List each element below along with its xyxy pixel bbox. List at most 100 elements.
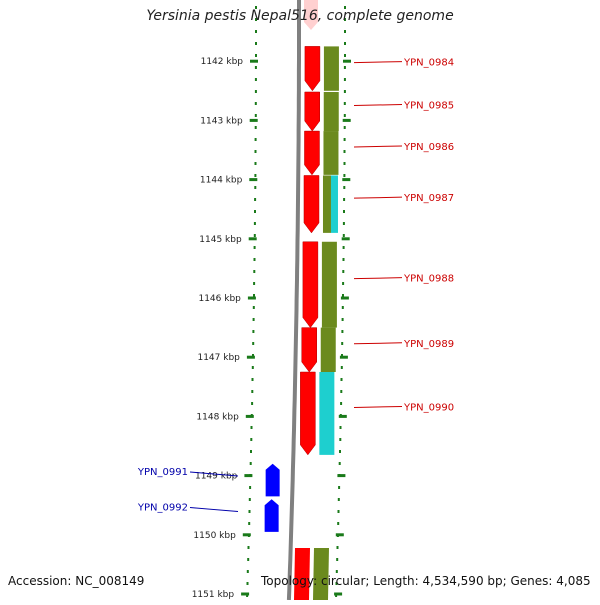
- ruler-dot-right: [341, 342, 344, 345]
- gene-label: YPN_0987: [403, 193, 454, 204]
- ruler-tick-right: [338, 414, 347, 418]
- ruler-dot-left: [254, 138, 257, 141]
- ruler-dot-right: [338, 486, 341, 489]
- ruler-dot-left: [253, 294, 255, 297]
- ruler-dot-left: [251, 366, 254, 369]
- ruler-dot-right: [342, 294, 344, 297]
- ruler-dot-left: [254, 66, 257, 69]
- cog-block: [330, 175, 338, 233]
- ruler-tick: [249, 178, 258, 182]
- ruler-dot-right: [339, 438, 342, 441]
- map-title: Yersinia pestis Nepal516, complete genom…: [146, 8, 454, 24]
- ruler-label: 1146 kbp: [198, 294, 241, 304]
- ruler-dot-right: [344, 54, 346, 57]
- ruler-dot-left: [255, 30, 257, 33]
- ruler-dot-left: [251, 378, 254, 381]
- ruler-dot-left: [248, 510, 251, 513]
- ruler-dot-right: [343, 78, 346, 81]
- ruler-dot-right: [342, 222, 345, 225]
- ruler-dot-right: [336, 546, 339, 549]
- ruler-dot-left: [255, 54, 257, 57]
- accession-label: Accession: NC_008149: [8, 574, 145, 588]
- ruler-dot-left: [247, 546, 250, 549]
- reverse-gene-arrow: [264, 499, 279, 532]
- ruler-dot-right: [343, 126, 346, 129]
- ruler-label: 1149 kbp: [195, 472, 238, 482]
- ruler-dot-left: [254, 78, 257, 81]
- ruler-dot-right: [342, 234, 345, 237]
- ruler-dot-right: [339, 450, 341, 453]
- gene-label: YPN_0984: [403, 58, 454, 69]
- cog-block: [319, 372, 335, 455]
- ruler-dot-right: [343, 102, 346, 105]
- ruler-dot-left: [253, 258, 256, 261]
- ruler-dot-left: [248, 498, 251, 501]
- ruler-tick-right: [335, 533, 344, 537]
- ruler-dot-right: [344, 6, 346, 9]
- ruler-dot-left: [254, 162, 257, 165]
- ruler-tick: [244, 474, 253, 478]
- ruler-tick: [246, 355, 255, 359]
- cog-block: [320, 327, 336, 372]
- ruler-label: 1145 kbp: [199, 235, 242, 245]
- ruler-dot-right: [343, 150, 346, 153]
- cog-block-partial: [313, 548, 329, 600]
- ruler-dot-right: [343, 138, 346, 141]
- ruler-dot-left: [253, 270, 256, 273]
- ruler-label: 1142 kbp: [201, 57, 244, 67]
- ruler-dot-right: [340, 402, 343, 405]
- ruler-dot-left: [254, 150, 257, 153]
- ruler-dot-right: [341, 306, 344, 309]
- gene-label: YPN_0988: [403, 274, 454, 285]
- ruler-dot-left: [253, 282, 256, 285]
- ruler-dot-left: [254, 186, 257, 189]
- ruler-dot-right: [341, 354, 343, 357]
- ruler-tick: [245, 414, 254, 418]
- ruler-dot-left: [249, 486, 252, 489]
- ruler-dot-right: [343, 210, 345, 213]
- ruler-tick: [248, 237, 257, 241]
- ruler-tick-right: [339, 355, 348, 359]
- ruler-dot-right: [343, 162, 346, 165]
- ruler-tick-right: [334, 592, 343, 596]
- ruler-dot-left: [253, 234, 256, 237]
- gene-leader: [189, 507, 239, 513]
- ruler-tick: [247, 296, 256, 300]
- ruler-dot-right: [344, 42, 346, 45]
- ruler-dot-left: [252, 306, 255, 309]
- ruler-tick-right: [342, 118, 351, 122]
- gene-leader: [353, 405, 403, 408]
- ruler-dot-left: [255, 6, 257, 9]
- ruler-dot-left: [250, 450, 252, 453]
- gene-label: YPN_0986: [403, 142, 454, 153]
- ruler-dot-right: [340, 378, 343, 381]
- ruler-dot-right: [339, 426, 342, 429]
- ruler-label: 1150 kbp: [193, 531, 236, 541]
- cds-arrow: [304, 91, 320, 132]
- ruler-dot-left: [247, 558, 250, 561]
- cds-arrow: [303, 175, 320, 234]
- ruler-dot-left: [253, 246, 256, 249]
- ruler-tick-right: [343, 59, 351, 63]
- topology-summary: Topology: circular; Length: 4,534,590 bp…: [261, 574, 591, 588]
- cog-block: [323, 131, 339, 175]
- gene-leader: [353, 104, 403, 107]
- ruler-dot-right: [335, 570, 338, 573]
- ruler-dot-left: [246, 570, 249, 573]
- ruler-label: 1147 kbp: [197, 353, 240, 363]
- ruler-dot-left: [254, 90, 257, 93]
- ruler-label: 1144 kbp: [200, 176, 243, 186]
- ruler-dot-left: [252, 318, 255, 321]
- ruler-tick-right: [340, 296, 349, 300]
- gene-leader: [353, 145, 403, 148]
- ruler-dot-right: [343, 66, 346, 69]
- cds-arrow: [304, 130, 320, 176]
- ruler-tick-right: [342, 178, 351, 182]
- cog-block: [323, 46, 339, 91]
- ruler-dot-right: [337, 522, 340, 525]
- gene-label: YPN_0990: [403, 402, 454, 413]
- ruler-tick-right: [337, 474, 346, 478]
- cds-arrow-partial: [294, 548, 310, 600]
- ruler-tick-right: [341, 237, 350, 241]
